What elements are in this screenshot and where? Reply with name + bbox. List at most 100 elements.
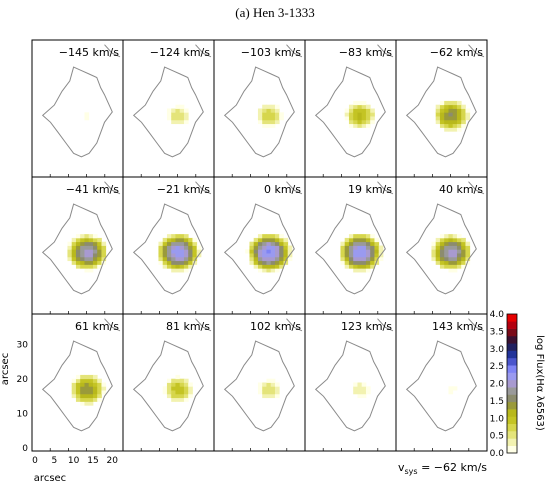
emission-pixel bbox=[439, 256, 445, 262]
emission-pixel bbox=[166, 108, 172, 113]
emission-pixel bbox=[444, 260, 449, 265]
emission-pixel bbox=[84, 382, 90, 387]
emission-pixel bbox=[183, 390, 189, 395]
emission-pixel bbox=[179, 104, 185, 109]
emission-pixel bbox=[71, 382, 77, 387]
colorbar-tick-label: 3.0 bbox=[490, 345, 505, 355]
emission-pixel bbox=[452, 253, 458, 258]
emission-pixel bbox=[431, 249, 437, 254]
emission-pixel bbox=[361, 386, 367, 391]
emission-pixel bbox=[279, 253, 284, 258]
x-tick-label: 0 bbox=[32, 456, 38, 466]
contour-fragment bbox=[468, 181, 485, 195]
emission-pixel bbox=[179, 234, 185, 239]
channel-panel: 81 km/s bbox=[122, 313, 215, 452]
emission-pixel bbox=[361, 264, 367, 269]
colorbar-segment bbox=[507, 379, 517, 388]
emission-pixel bbox=[456, 256, 462, 262]
emission-pixel bbox=[75, 260, 81, 265]
nebula-contour bbox=[41, 203, 113, 295]
emission-pixel bbox=[344, 245, 350, 250]
emission-pixel bbox=[75, 249, 81, 254]
emission-pixel bbox=[444, 100, 449, 106]
emission-pixel bbox=[452, 116, 458, 121]
emission-pixel bbox=[456, 108, 462, 113]
emission-pixel bbox=[80, 249, 85, 254]
emission-pixel bbox=[75, 390, 81, 395]
emission-pixel bbox=[75, 393, 81, 399]
emission-pixel bbox=[452, 249, 458, 254]
emission-pixel bbox=[461, 264, 466, 269]
emission-pixel bbox=[357, 386, 363, 391]
emission-pixel bbox=[444, 123, 449, 128]
emission-pixel bbox=[353, 108, 358, 113]
emission-pixel bbox=[257, 234, 263, 239]
emission-pixel bbox=[84, 234, 90, 239]
emission-pixel bbox=[171, 397, 176, 402]
emission-pixel bbox=[88, 382, 94, 387]
emission-pixel bbox=[192, 241, 198, 246]
emission-pixel bbox=[353, 234, 358, 239]
emission-pixel bbox=[456, 123, 462, 128]
emission-pixel bbox=[353, 253, 358, 258]
emission-pixel bbox=[452, 108, 458, 113]
emission-pixel bbox=[179, 237, 185, 243]
emission-pixel bbox=[183, 237, 189, 243]
emission-pixel bbox=[279, 234, 284, 239]
emission-pixel bbox=[357, 119, 363, 125]
emission-pixel bbox=[270, 234, 276, 239]
emission-pixel bbox=[361, 390, 367, 395]
emission-pixel bbox=[84, 112, 90, 117]
emission-pixel bbox=[456, 249, 462, 254]
emission-pixel bbox=[84, 378, 90, 383]
emission-pixel bbox=[196, 245, 202, 250]
emission-pixel bbox=[262, 249, 267, 254]
colorbar-segment bbox=[507, 431, 517, 439]
emission-pixel bbox=[262, 104, 267, 109]
emission-pixel bbox=[348, 241, 354, 246]
emission-pixel bbox=[175, 108, 181, 113]
emission-pixel bbox=[80, 234, 85, 239]
emission-pixel bbox=[431, 245, 437, 250]
emission-pixel bbox=[461, 260, 466, 265]
emission-pixel bbox=[188, 249, 193, 254]
velocity-label: 102 km/s bbox=[250, 320, 301, 333]
emission-pixel bbox=[353, 100, 358, 106]
emission-pixel bbox=[88, 378, 94, 383]
contour-fragment bbox=[468, 44, 485, 58]
nebula-contour bbox=[132, 66, 204, 158]
emission-pixel bbox=[257, 390, 263, 395]
emission-pixel bbox=[365, 253, 371, 258]
emission-pixel bbox=[435, 112, 441, 117]
emission-pixel bbox=[456, 264, 462, 269]
emission-pixel bbox=[158, 241, 164, 246]
vsys-subscript: sys bbox=[405, 467, 418, 476]
emission-pixel bbox=[262, 390, 267, 395]
emission-pixel bbox=[365, 116, 371, 121]
emission-pixel bbox=[92, 393, 98, 399]
emission-pixel bbox=[101, 386, 107, 391]
emission-pixel bbox=[456, 237, 462, 243]
emission-pixel bbox=[175, 234, 181, 239]
emission-pixel bbox=[183, 234, 189, 239]
emission-pixel bbox=[344, 237, 350, 243]
emission-pixel bbox=[171, 253, 176, 258]
colorbar-label: log Flux(Hα λ6563) bbox=[534, 335, 545, 431]
emission-pixel bbox=[84, 264, 90, 269]
emission-pixel bbox=[374, 241, 380, 246]
emission-pixel bbox=[175, 241, 181, 246]
emission-pixel bbox=[71, 249, 77, 254]
emission-pixel bbox=[365, 386, 371, 391]
emission-pixel bbox=[461, 237, 466, 243]
emission-pixel bbox=[283, 245, 289, 250]
emission-pixel bbox=[465, 116, 471, 121]
emission-pixel bbox=[444, 108, 449, 113]
emission-pixel bbox=[465, 249, 471, 254]
emission-pixel bbox=[171, 241, 176, 246]
contour-fragment bbox=[195, 318, 212, 332]
emission-pixel bbox=[461, 123, 466, 128]
emission-pixel bbox=[253, 249, 259, 254]
emission-pixel bbox=[262, 260, 267, 265]
emission-pixel bbox=[444, 237, 449, 243]
emission-pixel bbox=[162, 386, 168, 391]
